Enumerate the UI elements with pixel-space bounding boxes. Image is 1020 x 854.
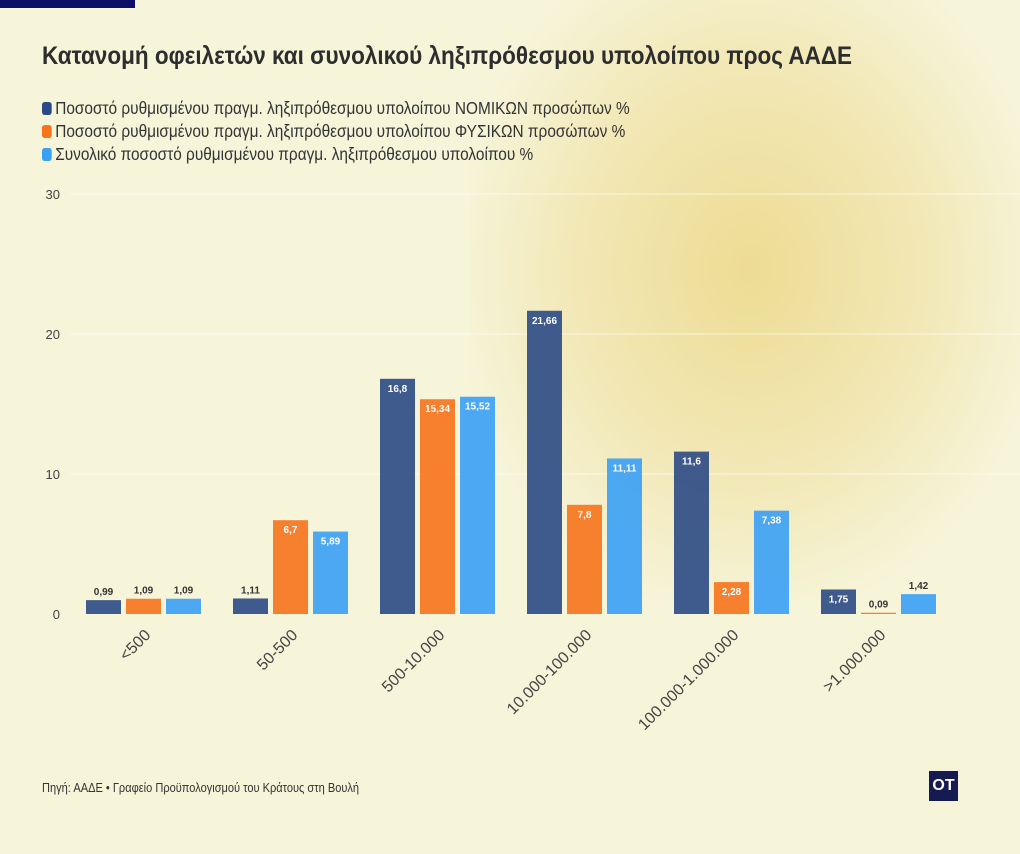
legend-label: Ποσοστό ρυθμισμένου πραγμ. ληξιπρόθεσμου…	[55, 98, 630, 118]
data-label: 7,38	[762, 516, 782, 527]
bar	[674, 451, 709, 614]
x-tick-label: 50-500	[254, 627, 301, 674]
data-label: 15,52	[465, 402, 490, 413]
chart-title: Κατανομή οφειλετών και συνολικού ληξιπρό…	[42, 42, 853, 70]
data-label: 1,09	[134, 586, 154, 597]
legend-swatch	[42, 148, 52, 161]
data-label: 1,75	[829, 595, 849, 606]
ot-logo: OT	[929, 771, 958, 801]
bar	[821, 589, 856, 614]
bar	[607, 458, 642, 614]
bar	[460, 396, 495, 614]
data-label: 7,8	[578, 510, 592, 521]
legend-swatch	[42, 102, 52, 115]
y-tick-label: 0	[53, 607, 60, 622]
x-tick-label: 100.000-1.000.000	[635, 627, 742, 734]
data-label: 1,42	[909, 581, 929, 592]
legend-label: Συνολικό ποσοστό ρυθμισμένου πραγμ. ληξι…	[55, 144, 534, 164]
legend-item-natural: Ποσοστό ρυθμισμένου πραγμ. ληξιπρόθεσμου…	[42, 120, 630, 143]
data-label: 1,09	[174, 586, 194, 597]
legend-swatch	[42, 125, 52, 138]
bar	[567, 504, 602, 614]
y-tick-label: 20	[46, 327, 60, 342]
bar	[754, 510, 789, 614]
bar	[380, 378, 415, 614]
data-label: 1,11	[241, 585, 260, 596]
data-label: 11,6	[682, 457, 701, 468]
legend-item-total: Συνολικό ποσοστό ρυθμισμένου πραγμ. ληξι…	[42, 143, 630, 166]
y-tick-label: 10	[46, 467, 60, 482]
x-tick-label: 500-10.000	[379, 627, 448, 696]
bar	[233, 598, 268, 614]
data-label: 0,09	[869, 600, 889, 611]
bar	[126, 598, 161, 614]
legend-item-legal: Ποσοστό ρυθμισμένου πραγμ. ληξιπρόθεσμου…	[42, 97, 630, 120]
bar	[901, 594, 936, 614]
bar	[273, 520, 308, 614]
data-label: 15,34	[425, 404, 450, 415]
x-tick-label: <500	[117, 627, 155, 665]
x-tick-label: 10.000-100.000	[504, 627, 595, 718]
bar	[861, 612, 896, 614]
bar	[313, 531, 348, 614]
legend-label: Ποσοστό ρυθμισμένου πραγμ. ληξιπρόθεσμου…	[55, 121, 626, 141]
bar	[714, 582, 749, 614]
data-label: 16,8	[388, 384, 408, 395]
legend: Ποσοστό ρυθμισμένου πραγμ. ληξιπρόθεσμου…	[42, 97, 710, 166]
x-tick-label: >1.000.000	[820, 627, 889, 696]
source-note: Πηγή: ΑΑΔΕ • Γραφείο Προϋπολογισμού του …	[42, 780, 360, 795]
data-label: 5,89	[321, 537, 341, 548]
top-accent-bar	[0, 0, 135, 8]
data-label: 2,28	[722, 587, 742, 598]
bar	[166, 598, 201, 614]
bar	[86, 600, 121, 614]
data-label: 0,99	[94, 587, 114, 598]
data-label: 21,66	[532, 316, 557, 327]
y-tick-label: 30	[46, 187, 60, 202]
data-label: 6,7	[284, 525, 298, 536]
data-label: 11,11	[613, 463, 637, 474]
bar	[527, 310, 562, 614]
bar	[420, 399, 455, 614]
